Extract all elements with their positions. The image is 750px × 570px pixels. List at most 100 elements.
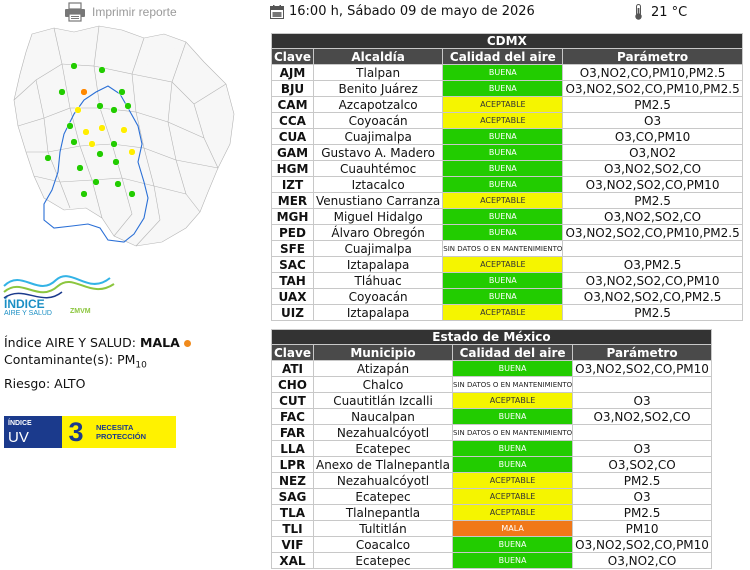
map-station-marker[interactable] <box>118 88 126 96</box>
map-station-marker[interactable] <box>112 158 120 166</box>
station-code: TAH <box>271 272 314 289</box>
station-location: Azcapotzalco <box>312 96 444 113</box>
logo-text-indice: ÍNDICE <box>4 297 45 311</box>
table-row: SAC Iztapalapa ACEPTABLE O3,PM2.5 <box>271 256 743 273</box>
risk-label: Riesgo: <box>4 375 51 391</box>
map-station-marker[interactable] <box>92 178 100 186</box>
map-station-marker[interactable] <box>82 128 90 136</box>
print-report-label: Imprimir reporte <box>92 5 177 19</box>
map-station-marker[interactable] <box>44 154 52 162</box>
map-station-marker[interactable] <box>74 106 82 114</box>
table-row: CAM Azcapotzalco ACEPTABLE PM2.5 <box>271 96 743 113</box>
uv-advice-line2: PROTECCIÓN <box>96 432 147 441</box>
pollutant-value: PM <box>117 352 136 367</box>
table-row: MGH Miguel Hidalgo BUENA O3,NO2,SO2,CO <box>271 208 743 225</box>
map-station-marker[interactable] <box>114 180 122 188</box>
table-row: VIF Coacalco BUENA O3,NO2,SO2,CO,PM10 <box>271 536 712 553</box>
air-quality-summary: Índice AIRE Y SALUD: MALA Contaminante(s… <box>4 334 191 392</box>
air-quality-badge: ACEPTABLE <box>442 304 564 321</box>
table-row: AJM Tlalpan BUENA O3,NO2,CO,PM10,PM2.5 <box>271 64 743 81</box>
station-parameters: O3,CO,PM10 <box>562 128 743 145</box>
pollutant-row: Contaminante(s): PM10 <box>4 351 191 375</box>
station-parameters: O3 <box>572 488 712 505</box>
map-station-marker[interactable] <box>96 150 104 158</box>
station-parameters: PM2.5 <box>562 192 743 209</box>
map-station-marker[interactable] <box>66 122 74 130</box>
station-code: SFE <box>271 240 314 257</box>
map-station-marker[interactable] <box>88 140 96 148</box>
map-station-marker[interactable] <box>124 102 132 110</box>
map-station-marker[interactable] <box>128 190 136 198</box>
station-location: Anexo de Tlalnepantla <box>312 456 453 473</box>
station-location: Coyoacán <box>312 288 444 305</box>
station-code: LPR <box>271 456 314 473</box>
map-station-marker[interactable] <box>98 124 106 132</box>
air-quality-badge: BUENA <box>442 64 564 81</box>
map-station-marker[interactable] <box>96 102 104 110</box>
station-code: TLA <box>271 504 314 521</box>
col-header-calidad: Calidad del aire <box>451 344 574 361</box>
map-station-marker[interactable] <box>110 140 118 148</box>
station-code: CUT <box>271 392 314 409</box>
thermometer-icon <box>635 4 642 20</box>
table-row: CUT Cuautitlán Izcalli ACEPTABLE O3 <box>271 392 712 409</box>
station-location: Coyoacán <box>312 112 444 129</box>
station-parameters: PM2.5 <box>562 304 743 321</box>
pollutant-subscript: 10 <box>135 360 147 371</box>
station-parameters: O3,NO2,SO2,CO <box>562 160 743 177</box>
logo-text-zmvm: ZMVM <box>70 308 91 315</box>
station-location: Naucalpan <box>312 408 453 425</box>
air-quality-badge: BUENA <box>442 128 564 145</box>
table-row: XAL Ecatepec BUENA O3,NO2,CO <box>271 552 712 569</box>
map-station-marker[interactable] <box>70 62 78 70</box>
station-parameters: PM2.5 <box>562 96 743 113</box>
map-station-marker[interactable] <box>76 164 84 172</box>
uv-value: 3 <box>62 416 90 448</box>
station-map <box>13 25 235 247</box>
station-code: AJM <box>271 64 314 81</box>
risk-value: ALTO <box>54 375 86 391</box>
logo-text-aire-salud: AIRE Y SALUD <box>4 310 52 317</box>
station-location: Ecatepec <box>312 488 453 505</box>
uv-label-block: ÍNDICE UV 3 <box>4 416 90 448</box>
station-parameters: O3,NO2,CO,PM10,PM2.5 <box>562 64 743 81</box>
table-row: NEZ Nezahualcóyotl ACEPTABLE PM2.5 <box>271 472 712 489</box>
uv-index-box: ÍNDICE UV 3 NECESITA PROTECCIÓN <box>4 416 176 448</box>
table-row: LLA Ecatepec BUENA O3 <box>271 440 712 457</box>
station-code: PED <box>271 224 314 241</box>
col-header-clave: Clave <box>271 344 314 361</box>
air-quality-badge: SIN DATOS O EN MANTENIMIENTO <box>451 376 574 393</box>
air-quality-badge: SIN DATOS O EN MANTENIMIENTO <box>442 240 564 257</box>
cdmx-border <box>43 85 149 243</box>
station-location: Iztapalapa <box>312 304 444 321</box>
col-header-parametro: Parámetro <box>562 48 743 65</box>
station-parameters: O3,NO2,SO2,CO <box>562 208 743 225</box>
air-quality-badge: ACEPTABLE <box>442 192 564 209</box>
map-station-marker[interactable] <box>110 106 118 114</box>
map-station-marker[interactable] <box>58 88 66 96</box>
edomex-table: Estado de México Clave Municipio Calidad… <box>271 329 712 569</box>
table-row: FAR Nezahualcóyotl SIN DATOS O EN MANTENIM… <box>271 424 712 441</box>
print-report-button[interactable]: Imprimir reporte <box>64 2 177 22</box>
table-row: TAH Tláhuac BUENA O3,NO2,SO2,CO,PM10 <box>271 272 743 289</box>
station-parameters: O3,NO2,SO2,CO <box>572 408 712 425</box>
station-code: CAM <box>271 96 314 113</box>
col-header-parametro: Parámetro <box>572 344 712 361</box>
map-station-marker[interactable] <box>128 148 136 156</box>
air-quality-badge: MALA <box>451 520 574 537</box>
station-location: Cuajimalpa <box>312 240 444 257</box>
air-quality-badge: BUENA <box>451 360 574 377</box>
air-quality-badge: BUENA <box>451 536 574 553</box>
station-code: CCA <box>271 112 314 129</box>
col-header-clave: Clave <box>271 48 314 65</box>
station-code: SAC <box>271 256 314 273</box>
map-station-marker[interactable] <box>98 66 106 74</box>
col-header-calidad: Calidad del aire <box>442 48 564 65</box>
map-station-marker[interactable] <box>120 126 128 134</box>
station-location: Miguel Hidalgo <box>312 208 444 225</box>
map-station-marker[interactable] <box>70 138 78 146</box>
station-location: Ecatepec <box>312 440 453 457</box>
map-station-marker[interactable] <box>80 88 88 96</box>
map-station-marker[interactable] <box>80 190 88 198</box>
station-code: FAC <box>271 408 314 425</box>
